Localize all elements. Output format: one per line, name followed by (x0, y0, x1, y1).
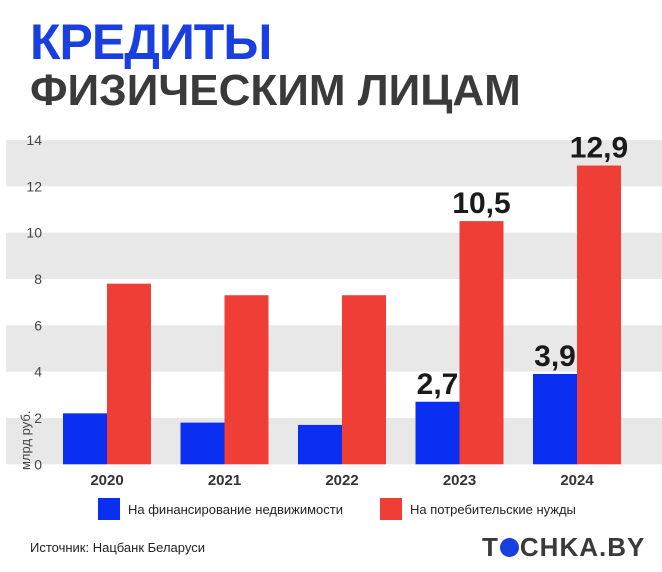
x-tick-label: 2020 (90, 472, 123, 489)
legend-swatch (380, 498, 402, 520)
y-tick-label: 2 (34, 410, 42, 426)
data-label: 12,9 (570, 132, 628, 165)
y-tick-label: 0 (34, 456, 42, 472)
data-label: 3,9 (534, 340, 576, 373)
bar-2021-realestate (180, 422, 225, 465)
y-tick-label: 8 (34, 271, 42, 287)
logo: T CHKA.BY (482, 532, 646, 562)
bar-2024-realestate (533, 373, 577, 465)
y-axis-label: млрд руб. (18, 411, 33, 470)
bar-2022-realestate (298, 424, 342, 465)
y-tick-label: 12 (26, 178, 42, 194)
x-tick-label: 2023 (443, 472, 476, 489)
grid-band (6, 140, 662, 187)
y-tick-label: 10 (26, 225, 42, 241)
bar-2023-realestate (415, 401, 460, 465)
bar-2020-consumer (107, 283, 151, 465)
legend-swatch (98, 498, 120, 520)
y-tick-label: 6 (34, 317, 42, 333)
title-line-1: КРЕДИТЫ (30, 14, 272, 70)
bar-2020-realestate (63, 413, 107, 465)
source-note: Источник: Нацбанк Беларуси (30, 540, 205, 555)
legend-label: На потребительские нужды (410, 502, 576, 517)
x-tick-label: 2021 (208, 472, 241, 489)
data-label: 10,5 (452, 187, 510, 220)
bar-2021-consumer (224, 295, 269, 465)
legend-label: На финансирование недвижимости (128, 502, 343, 517)
y-tick-label: 14 (26, 132, 42, 148)
bar-2024-consumer (577, 165, 621, 465)
bar-2023-consumer (459, 221, 504, 465)
x-tick-label: 2024 (560, 472, 594, 489)
y-tick-label: 4 (34, 364, 42, 380)
bar-2022-consumer (342, 295, 386, 465)
grid-band (6, 232, 662, 280)
logo-dot-icon (499, 538, 519, 557)
data-label: 2,7 (417, 368, 459, 401)
x-tick-label: 2022 (325, 472, 358, 489)
title-line-2: ФИЗИЧЕСКИМ ЛИЦАМ (30, 66, 521, 115)
